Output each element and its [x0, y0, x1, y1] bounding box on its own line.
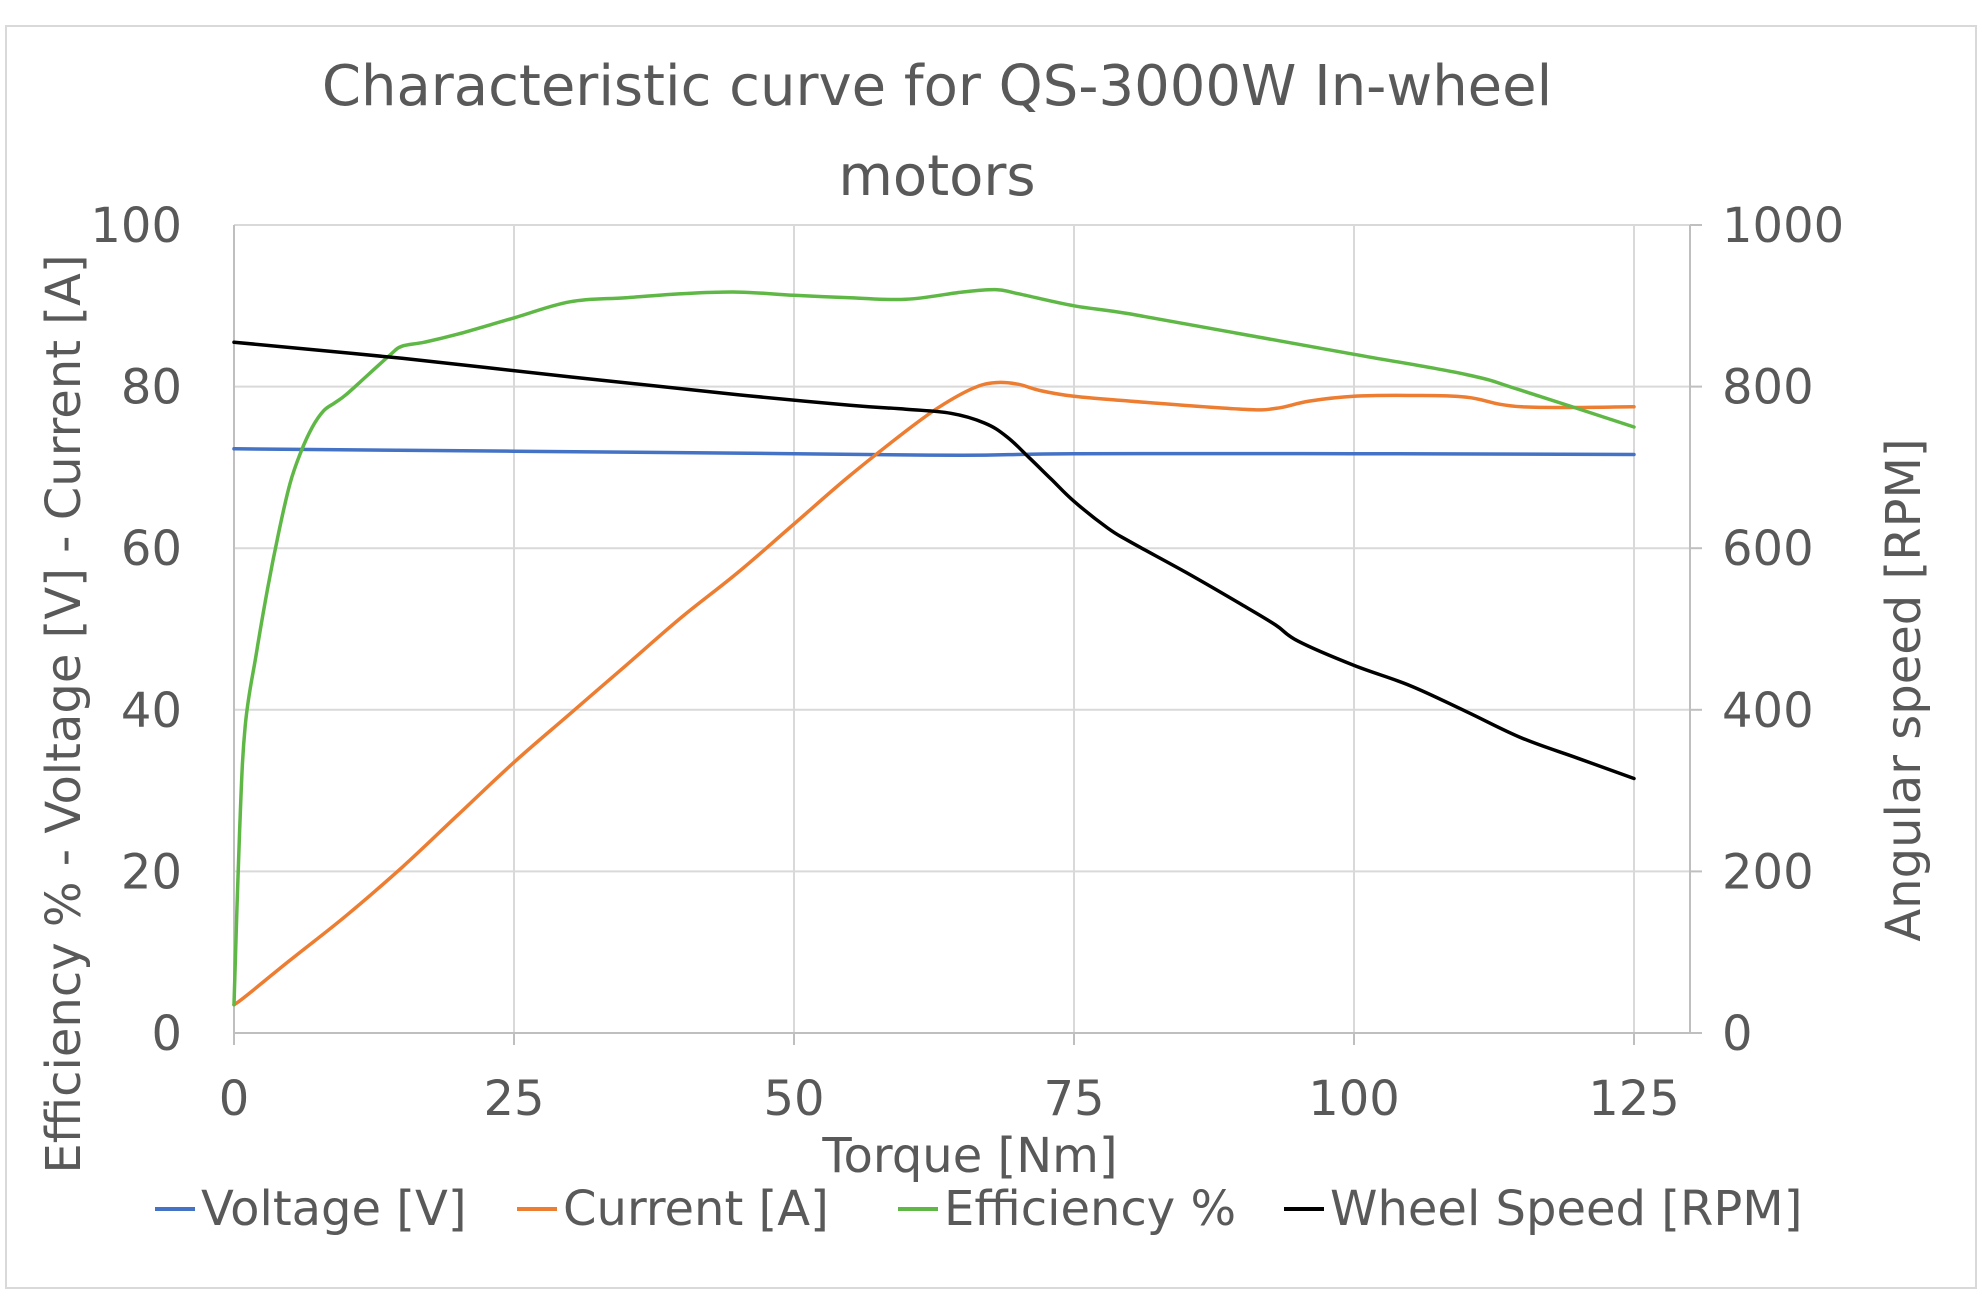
y-tick-label: 40 — [121, 683, 182, 739]
y-tick-label: 100 — [90, 198, 182, 254]
y-tick-label: 0 — [151, 1006, 182, 1062]
series-line-efficiency — [232, 287, 1636, 1007]
chart-border — [5, 25, 1977, 1289]
x-tick-label: 25 — [483, 1071, 544, 1127]
y2-axis-title: Angular speed [RPM] — [1876, 438, 1932, 941]
y2-tick-label: 400 — [1722, 683, 1814, 739]
x-axis-title: Torque [Nm] — [821, 1128, 1117, 1184]
y2-tick-label: 1000 — [1722, 198, 1844, 254]
y2-tick-label: 600 — [1722, 521, 1814, 577]
y-tick-label: 80 — [121, 360, 182, 416]
x-tick-label: 50 — [763, 1071, 824, 1127]
chart-title-line-2: motors — [838, 144, 1035, 209]
x-tick-label: 100 — [1308, 1071, 1400, 1127]
x-tick-label: 0 — [219, 1071, 250, 1127]
series-lines — [232, 287, 1636, 1007]
y-tick-label: 60 — [121, 521, 182, 577]
axes — [233, 224, 1702, 1045]
chart-title-line-1: Characteristic curve for QS-3000W In-whe… — [322, 54, 1552, 119]
chart-title: Characteristic curve for QS-3000W In-whe… — [322, 54, 1552, 209]
legend-label-efficiency: Efficiency % — [944, 1181, 1236, 1237]
y2-tick-label: 800 — [1722, 360, 1814, 416]
x-tick-label: 125 — [1588, 1071, 1680, 1127]
y2-tick-label: 200 — [1722, 844, 1814, 900]
grid — [234, 224, 1690, 1033]
legend-label-current: Current [A] — [563, 1181, 829, 1237]
y-tick-label: 20 — [121, 844, 182, 900]
legend-label-voltage: Voltage [V] — [201, 1181, 467, 1237]
legend-label-wheel-speed: Wheel Speed [RPM] — [1330, 1181, 1802, 1237]
series-line-wheel-speed — [232, 340, 1636, 781]
series-line-voltage — [232, 447, 1636, 458]
legend: Voltage [V] Current [A] Efficiency % Wheel … — [155, 1181, 1802, 1237]
x-tick-label: 75 — [1043, 1071, 1104, 1127]
y-axis-title: Efficiency % - Voltage [V] - Current [A] — [36, 254, 92, 1173]
y2-tick-label: 0 — [1722, 1006, 1753, 1062]
